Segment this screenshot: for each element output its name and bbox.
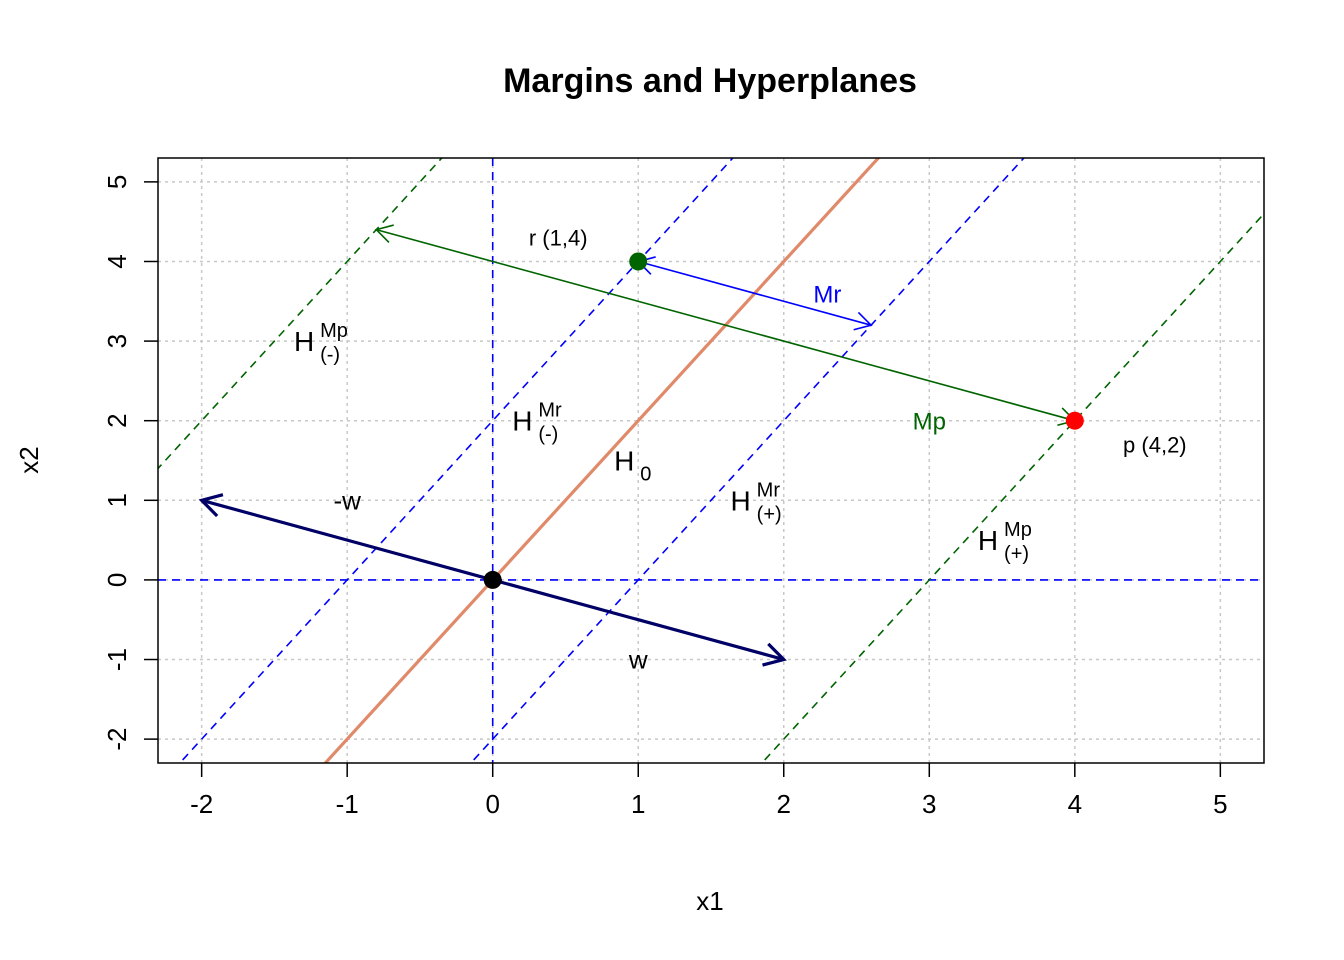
x-tick-label: 4: [1068, 789, 1082, 819]
hyperplane-label-Hp_plus: H Mp(+): [978, 519, 1032, 565]
y-tick-label: 1: [102, 493, 132, 507]
hyperplane-label-superscript: Mr: [757, 479, 781, 501]
hyperplane-label-subscript: (+): [757, 503, 782, 525]
hyperplane-label-base: H: [614, 446, 634, 477]
point-label-p: p (4,2): [1123, 433, 1187, 458]
margin-Mp-head: [374, 224, 394, 244]
hyperplane-label-subscript: (-): [538, 424, 558, 446]
y-tick-label: 3: [102, 334, 132, 348]
y-tick-label: 0: [102, 573, 132, 587]
hyperplane-label-superscript: Mp: [320, 320, 348, 342]
x-tick-label: 3: [922, 789, 936, 819]
y-tick-label: 4: [102, 254, 132, 268]
hyperplane-label-base: H: [294, 326, 314, 357]
margin-label-Mr: Mr: [813, 281, 841, 308]
point-origin: [483, 570, 502, 589]
vector-neg_w-head: [198, 493, 224, 518]
point-label-r: r (1,4): [529, 226, 588, 251]
vector-neg_w: [201, 498, 494, 582]
hyperplane-label-base: H: [512, 406, 532, 437]
margin-Mp: [376, 228, 1076, 422]
x-tick-label: 5: [1213, 789, 1227, 819]
hyperplane-label-Hp_minus: H Mp(-): [294, 320, 348, 366]
hyperplane-label-base: H: [978, 525, 998, 556]
hyperplane-label-subscript: 0: [640, 464, 651, 486]
x-tick-label: -2: [190, 789, 213, 819]
y-tick-label: -2: [102, 728, 132, 751]
axes: -2 -1 0 1 2 3 4 5 -2 -1 0 1 2 3 4 5: [102, 175, 1228, 819]
plot-area: [158, 158, 1264, 763]
hyperplane-label-superscript: Mr: [538, 400, 562, 422]
plot-frame: [157, 157, 1265, 764]
hyperplane-label-base: H: [731, 485, 751, 516]
point-r: [629, 252, 648, 271]
x-tick-label: -1: [336, 789, 359, 819]
vector-w: [492, 578, 785, 662]
hyperplane-label-Hr_minus: H Mr(-): [512, 400, 562, 446]
grid-lines: [158, 158, 1264, 763]
hyperplane-Hr_plus: [469, 158, 1025, 763]
y-tick-label: -1: [102, 648, 132, 671]
vector-w-head: [762, 642, 787, 667]
point-p: [1065, 411, 1084, 430]
margin-Mr-tail: [853, 311, 873, 331]
hyperplane-label-superscript: Mp: [1004, 519, 1032, 541]
hyperplane-label-Hr_plus: H Mr(+): [731, 479, 782, 525]
x-tick-label: 0: [485, 789, 499, 819]
chart-title: Margins and Hyperplanes: [503, 62, 917, 100]
hyperplane-label-subscript: (-): [320, 344, 340, 366]
vector-label-neg_w: -w: [333, 485, 361, 515]
vector-label-w: w: [628, 645, 648, 675]
y-tick-label: 2: [102, 413, 132, 427]
x-tick-label: 2: [777, 789, 791, 819]
hyperplane-Hp_plus: [760, 212, 1264, 763]
y-axis-title: x2: [14, 446, 44, 473]
hyperplane-Hr_minus: [178, 158, 734, 763]
hyperplane-Hp_minus: [158, 158, 443, 470]
y-tick-label: 5: [102, 175, 132, 189]
x-axis-title: x1: [696, 886, 723, 916]
margin-label-Mp: Mp: [913, 409, 946, 436]
hyperplane-label-subscript: (+): [1004, 543, 1029, 565]
hyperplane-H0: [323, 158, 881, 763]
x-tick-label: 1: [631, 789, 645, 819]
margin-Mr: [638, 260, 872, 326]
